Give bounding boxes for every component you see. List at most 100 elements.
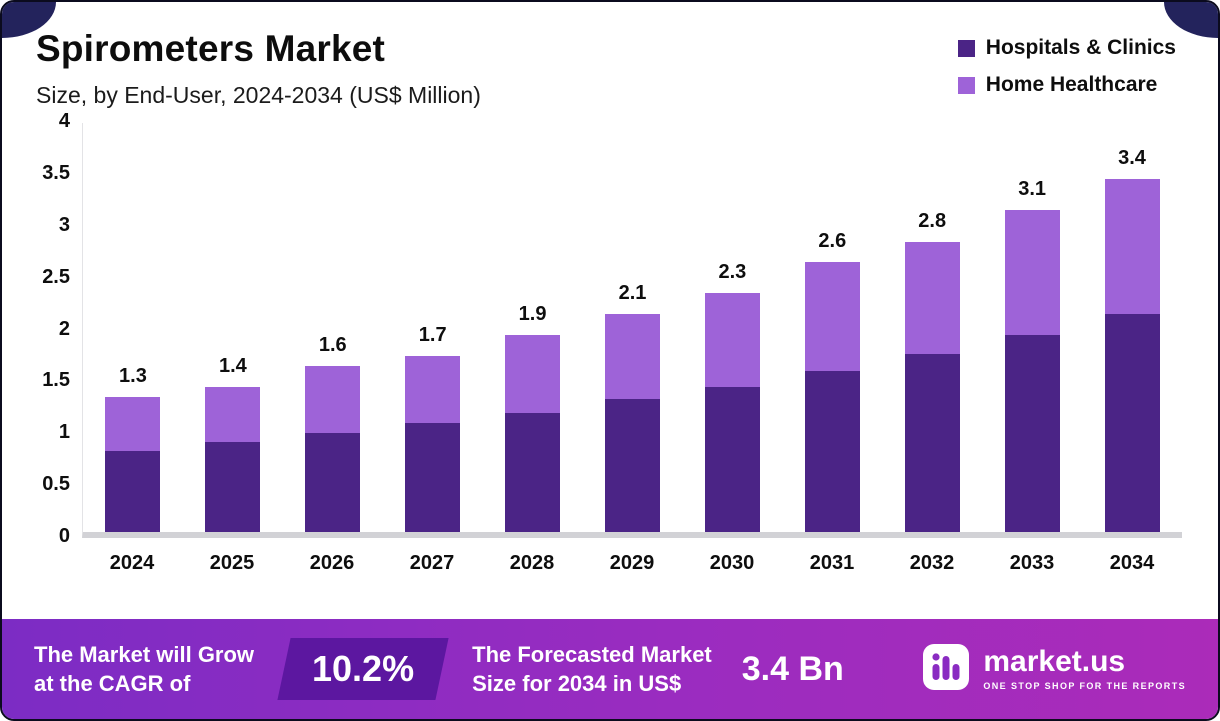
plot-area: 1.3 1.4 1.6 1.7 1.9 2.1 2.3 2.6 2.8 3.1 3.4 [82,123,1182,538]
legend-label-home-healthcare: Home Healthcare [985,73,1158,96]
segment-home-healthcare [1004,210,1060,335]
x-axis-label: 2025 [209,552,255,574]
segment-home-healthcare [105,397,161,452]
forecast-label: The Forecasted Market Size for 2034 in U… [472,641,712,696]
x-axis-label: 2027 [409,552,455,574]
bar-2029: 2.1 [583,282,683,532]
brand-tagline: ONE STOP SHOP FOR THE REPORTS [983,681,1186,691]
brand-text: market.us ONE STOP SHOP FOR THE REPORTS [983,645,1186,692]
x-axis-label: 2031 [809,552,855,574]
cagr-value: 10.2% [312,648,415,689]
segment-home-healthcare [305,366,361,434]
segment-hospitals-clinics [904,353,960,532]
segment-hospitals-clinics [405,423,461,532]
bar-total-label: 2.1 [618,282,647,305]
cagr-value-badge: 10.2% [277,638,449,700]
x-axis-label: 2026 [309,552,355,574]
footer-banner: The Market will Grow at the CAGR of 10.2… [2,619,1218,719]
y-axis-tick: 0 [58,525,70,547]
bar-stack [505,334,561,532]
bar-total-label: 2.6 [818,230,847,253]
title-block: Spirometers Market Size, by End-User, 20… [36,28,481,109]
bar-2024: 1.3 [83,365,183,532]
bar-total-label: 3.1 [1018,178,1047,201]
bar-stack [704,293,760,532]
segment-home-healthcare [904,241,960,354]
y-axis-tick: 0.5 [42,473,70,496]
segment-hospitals-clinics [205,441,261,532]
x-axis: 2024 2025 2026 2027 2028 2029 2030 2031 2032 2033… [82,552,1182,575]
brand: market.us ONE STOP SHOP FOR THE REPORTS [922,643,1186,696]
bar-2027: 1.7 [383,324,483,532]
segment-home-healthcare [604,314,660,400]
bar-stack [1004,210,1060,532]
segment-hospitals-clinics [604,399,660,532]
segment-home-healthcare [205,386,261,442]
bar-total-label: 1.3 [119,365,147,388]
segment-home-healthcare [704,293,760,387]
cagr-label: The Market will Grow at the CAGR of [34,641,255,696]
bar-stack [105,397,161,532]
plot: 1.3 1.4 1.6 1.7 1.9 2.1 2.3 2.6 2.8 3.1 3.4 2024 20… [82,123,1182,575]
bar-2033: 3.1 [982,178,1082,532]
bar-stack [804,262,860,532]
bar-stack [604,314,660,532]
brand-name: market.us [983,645,1126,678]
bar-total-label: 2.8 [918,209,947,232]
legend-swatch-home-healthcare [957,76,975,94]
bar-stack [305,366,361,532]
segment-hospitals-clinics [505,412,561,532]
x-axis-label: 2030 [709,552,755,574]
segment-home-healthcare [1104,179,1160,315]
y-axis-tick: 4 [58,110,70,132]
bar-total-label: 1.7 [418,323,447,346]
segment-hospitals-clinics [1104,314,1160,532]
legend-label-hospitals-clinics: Hospitals & Clinics [985,36,1176,59]
legend-item-home-healthcare: Home Healthcare [957,73,1176,97]
bar-stack [405,355,461,532]
x-axis-label: 2028 [509,552,555,574]
y-axis-tick: 3 [58,213,70,236]
segment-hospitals-clinics [305,433,361,532]
segment-hospitals-clinics [1004,334,1060,532]
page-title: Spirometers Market [36,28,386,69]
stacked-bar-chart: 0 0.5 1 1.5 2 2.5 3 3.5 4 1.3 1.4 1.6 1.7 1.9 2.1 2.3 2… [2,109,1218,575]
x-axis-label: 2032 [909,552,955,574]
bar-2026: 1.6 [283,334,383,532]
legend: Hospitals & Clinics Home Healthcare [957,36,1176,109]
bar-stack [1104,179,1160,532]
bar-2025: 1.4 [183,355,283,532]
legend-swatch-hospitals-clinics [957,39,975,57]
y-axis-tick: 1.5 [42,369,70,392]
segment-home-healthcare [804,262,860,372]
bar-stack [904,241,960,532]
y-axis: 0 0.5 1 1.5 2 2.5 3 3.5 4 [18,110,82,547]
bar-2028: 1.9 [483,303,583,532]
segment-hospitals-clinics [704,386,760,532]
bar-total-label: 1.9 [518,302,547,325]
segment-hospitals-clinics [804,371,860,532]
y-axis-tick: 3.5 [42,161,70,184]
segment-home-healthcare [405,355,461,424]
segment-home-healthcare [505,334,561,413]
x-axis-label: 2033 [1009,552,1055,574]
bar-total-label: 3.4 [1118,147,1146,170]
y-axis-tick: 2 [58,317,70,340]
bar-stack [205,386,261,532]
segment-hospitals-clinics [105,451,161,532]
chart-subtitle: Size, by End-User, 2024-2034 (US$ Millio… [36,82,481,108]
bar-2031: 2.6 [782,230,882,532]
marketus-logo-icon [922,643,970,696]
legend-item-hospitals-clinics: Hospitals & Clinics [957,36,1176,60]
bar-total-label: 1.6 [318,334,347,356]
x-axis-label: 2034 [1109,552,1155,574]
bar-2034: 3.4 [1082,147,1182,532]
y-axis-tick: 1 [58,421,70,444]
bar-total-label: 2.3 [718,261,747,284]
y-axis-tick: 2.5 [42,265,70,288]
x-axis-label: 2024 [109,552,155,574]
chart-header: Spirometers Market Size, by End-User, 20… [2,2,1218,109]
bar-2032: 2.8 [882,210,982,532]
forecast-value: 3.4 Bn [741,649,844,688]
